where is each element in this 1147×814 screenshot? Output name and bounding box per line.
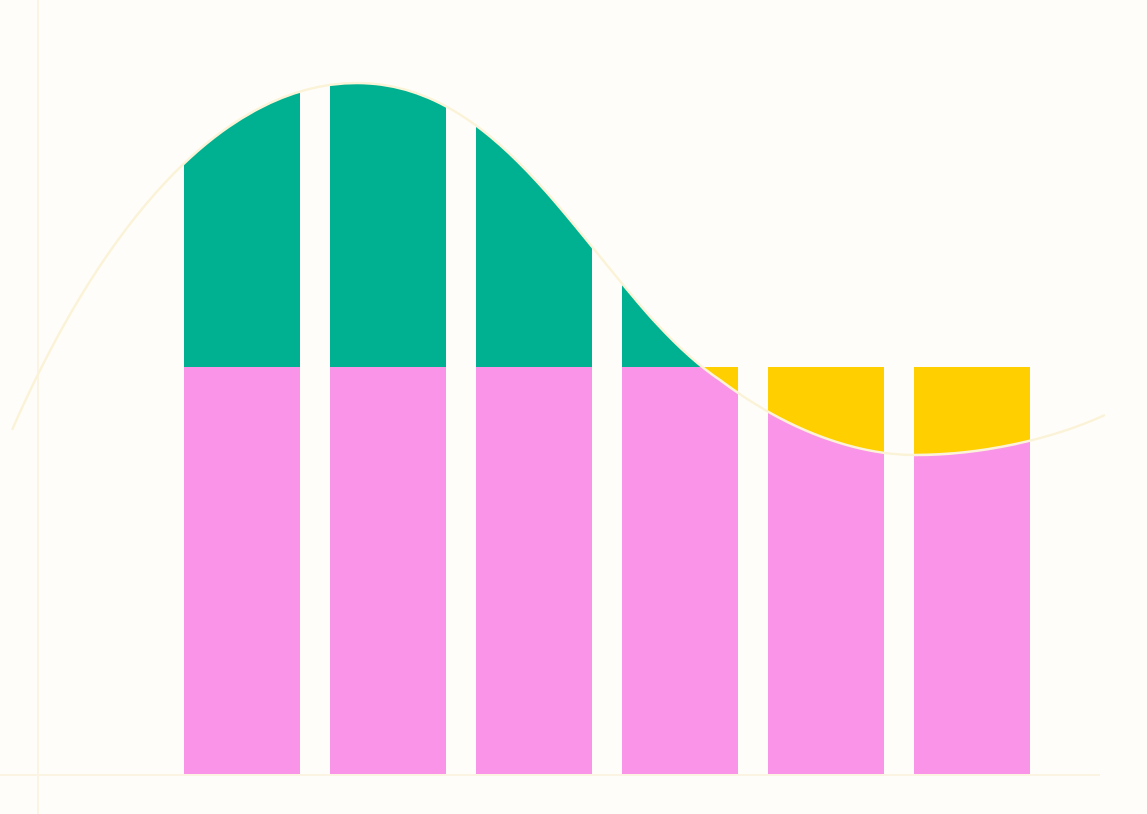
curve [10,81,1106,457]
bar-base [330,367,446,774]
bar-base [184,367,300,774]
bar-base [476,367,592,774]
bar-base [622,367,738,774]
pink-bars [184,367,1030,774]
bar-top [330,83,446,367]
bar-gap [914,367,1030,455]
